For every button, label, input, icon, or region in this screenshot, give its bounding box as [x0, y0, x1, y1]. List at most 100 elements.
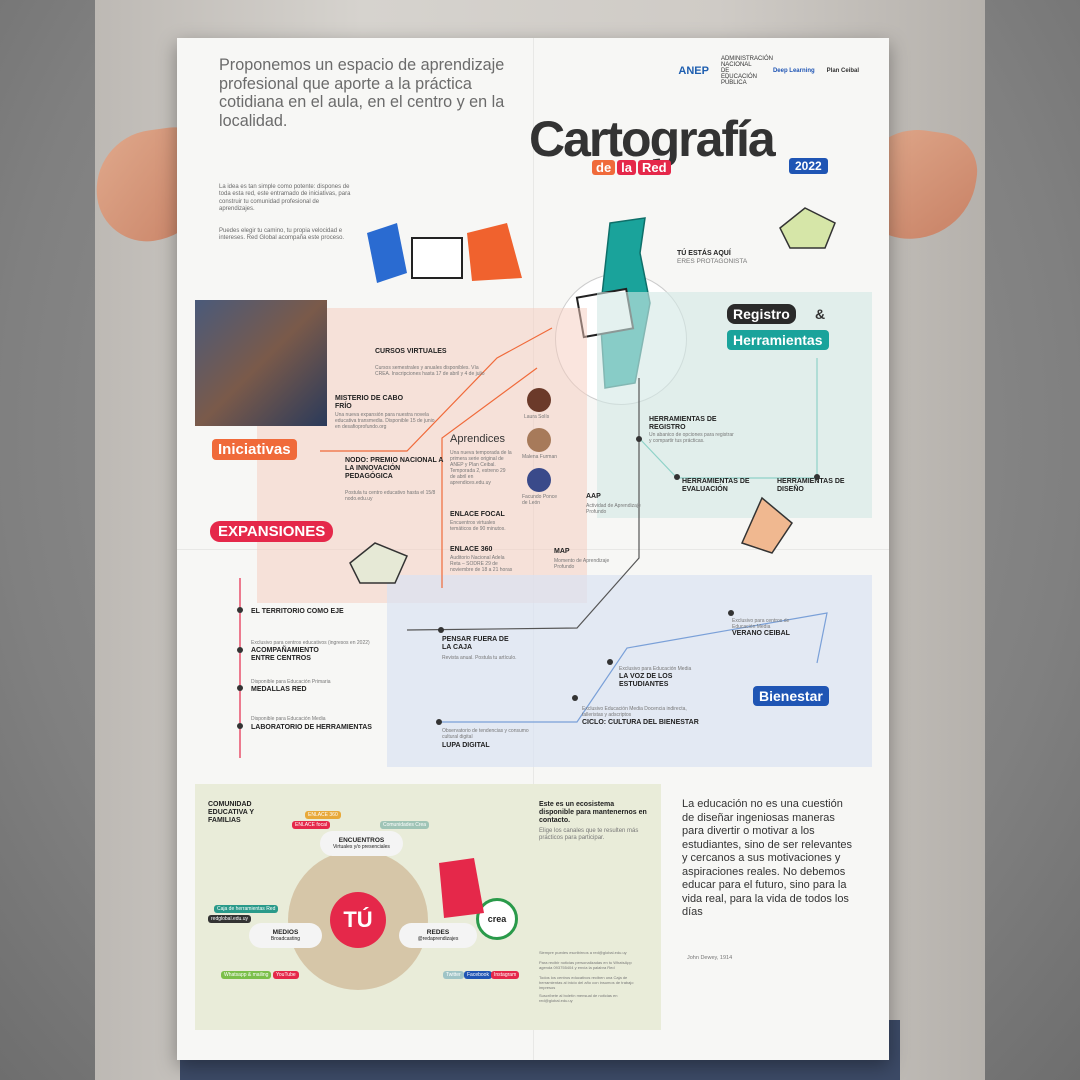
- medallas-pre: Disponible para Educación Primaria: [251, 679, 331, 685]
- nodo-title: NODO: PREMIO NACIONAL A LA INNOVACIÓN PE…: [345, 457, 444, 480]
- here-subtitle: ERES PROTAGONISTA: [677, 258, 748, 265]
- tag-la: la: [617, 160, 637, 175]
- aprendices-desc: Una nueva temporada de la primera serie …: [450, 450, 512, 486]
- aap-desc: Actividad de Aprendizaje Profundo: [586, 503, 641, 515]
- misterio-desc: Una nueva expansión para nuestra novela …: [335, 412, 435, 430]
- enlace-360-desc: Auditorio Nacional Adela Reta – SODRE 29…: [450, 555, 513, 573]
- anep-label: ANEP: [678, 65, 709, 77]
- chip-enlace360: ENLACE 360: [305, 811, 341, 819]
- lupa-pre: Observatorio de tendencias y consumo cul…: [442, 728, 529, 740]
- laboratorio-title: LABORATORIO DE HERRAMIENTAS: [251, 724, 372, 731]
- intro-paragraph-1: La idea es tan simple como potente: disp…: [219, 184, 351, 212]
- redes-label: REDES: [426, 929, 450, 936]
- anep-logo: ANEP: [678, 65, 709, 77]
- quote-author: John Dewey, 1914: [687, 955, 733, 961]
- orange-route: [320, 327, 553, 452]
- chip-comunidades: Comunidades Crea: [380, 821, 430, 829]
- redes-bubble: REDES @redaprendizajes: [399, 923, 477, 948]
- community-heading: COMUNIDAD EDUCATIVA Y FAMILIAS: [208, 801, 254, 824]
- de-la-red-tags: de la Red: [592, 160, 671, 175]
- tag-de: de: [592, 160, 616, 175]
- voz-title: LA VOZ DE LOS ESTUDIANTES: [619, 673, 673, 688]
- anep-subtitle: ADMINISTRACIÓN NACIONAL DE EDUCACIÓN PÚB…: [720, 56, 773, 86]
- ceibal-logo: Plan Ceibal: [826, 68, 859, 74]
- cursos-desc: Cursos semestrales y anuales disponibles…: [375, 365, 485, 377]
- cursos-title: CURSOS VIRTUALES: [375, 348, 447, 355]
- teal-route: [638, 358, 818, 479]
- acompanamiento-pre: Exclusivo para centros educativos (ingre…: [251, 640, 370, 646]
- territorio-node: [237, 607, 243, 613]
- medios-bubble: MEDIOS Broadcasting: [249, 923, 322, 948]
- redes-sub: @redaprendizajes: [417, 936, 459, 942]
- acompanamiento-node: [237, 647, 243, 653]
- nodo-desc: Postula tu centro educativo hasta el 15/…: [345, 490, 436, 502]
- chip-redglobal: redglobal.edu.uy: [208, 915, 251, 923]
- pensar-node: [438, 627, 444, 633]
- evaluacion-title: HERRAMIENTAS DE EVALUACIÓN: [682, 478, 750, 493]
- iniciativas-pill: Iniciativas: [212, 439, 297, 460]
- verano-node: [728, 610, 734, 616]
- encuentros-bubble: ENCUENTROS Virtuales y/o presenciales: [320, 831, 403, 856]
- intro-headline: Proponemos un espacio de aprendizaje pro…: [219, 56, 505, 130]
- map-desc: Momento de Aprendizaje Profundo: [554, 558, 610, 570]
- mascots-illustration: [367, 223, 522, 283]
- evaluacion-node: [674, 474, 680, 480]
- registro-region: [597, 292, 872, 518]
- aprendices-title: Aprendices: [450, 433, 506, 445]
- medios-sub: Broadcasting: [270, 936, 301, 942]
- map-title: MAP: [554, 548, 570, 555]
- tu-center: TÚ: [330, 892, 386, 948]
- registro-title: HERRAMIENTAS DE REGISTRO: [649, 416, 717, 431]
- ampersand: &: [815, 306, 826, 322]
- ecosystem-fine-1: Siempre puedes escribirnos a red@global.…: [539, 950, 627, 955]
- ciclo-title: CICLO: CULTURA DEL BIENESTAR: [582, 719, 699, 726]
- registro-node: [636, 436, 642, 442]
- blue-mascot: [367, 223, 407, 283]
- ecosystem-fine-3: Todos los centros educativos reciben una…: [539, 975, 634, 990]
- medallas-node: [237, 685, 243, 691]
- enlace-focal-title: ENLACE FOCAL: [450, 511, 505, 518]
- here-title: TÚ ESTÁS AQUÍ: [677, 250, 731, 257]
- box-shape: [411, 237, 463, 279]
- encuentros-label: ENCUENTROS: [338, 837, 385, 844]
- 3d-shape-middle-right: [740, 496, 793, 554]
- aap-title: AAP: [586, 493, 601, 500]
- intro-paragraph-2: Puedes elegir tu camino, tu propia veloc…: [219, 228, 345, 242]
- enlace-360-title: ENLACE 360: [450, 546, 493, 553]
- person-facundo: Facundo Ponce de León: [522, 494, 558, 506]
- laboratorio-pre: Disponible para Educación Media: [251, 716, 326, 722]
- students-illustration: [195, 300, 327, 426]
- ecosystem-fine-2: Para recibir noticias personalizadas en …: [539, 960, 632, 970]
- tag-red: Red: [638, 160, 671, 175]
- lupa-node: [436, 719, 442, 725]
- pensar-desc: Revista anual. Postula tu artículo.: [442, 655, 517, 661]
- voz-pre: Exclusivo para Educación Media: [619, 666, 692, 672]
- chip-caja: Caja de herramientas Red: [214, 905, 279, 913]
- chip-whatsapp: Whatsapp & mailing: [221, 971, 272, 979]
- acompanamiento-title: ACOMPAÑAMIENTO ENTRE CENTROS: [251, 647, 319, 662]
- 3d-shape-top-right: [779, 207, 836, 249]
- chip-youtube: YouTube: [273, 971, 299, 979]
- chip-instagram: Instagram: [491, 971, 520, 979]
- registro-desc: Un abanico de opciones para registrar y …: [649, 432, 734, 444]
- misterio-title: MISTERIO DE CABO FRÍO: [335, 395, 404, 410]
- blue-route: [439, 612, 828, 723]
- voz-node: [607, 659, 613, 665]
- poster: Proponemos un espacio de aprendizaje pro…: [177, 38, 889, 1060]
- registro-pill: Registro: [727, 304, 796, 324]
- poster-title: Cartografía: [529, 111, 776, 167]
- orange-route-2: [441, 367, 538, 588]
- bienestar-pill: Bienestar: [753, 686, 829, 706]
- avatar-laura: [527, 388, 551, 412]
- encuentros-sub: Virtuales y/o presenciales: [333, 844, 390, 850]
- chip-twitter: Twitter: [443, 971, 464, 979]
- chip-enlacefocal: ENLACE focal: [292, 821, 330, 829]
- avatar-malena: [527, 428, 551, 452]
- territorio-title: EL TERRITORIO COMO EJE: [251, 608, 344, 615]
- ecosystem-title: Este es un ecosistema disponible para ma…: [539, 801, 647, 824]
- ecosystem-text: Elige los canales que te resulten más pr…: [539, 828, 639, 841]
- enlace-focal-desc: Encuentros virtuales temáticos de 90 min…: [450, 520, 506, 532]
- ciclo-pre: Exclusivo Educación Media Docencia indir…: [582, 706, 687, 718]
- herramientas-pill: Herramientas: [727, 330, 829, 350]
- verano-pre: Exclusivo para centros de Educación Medi…: [732, 618, 790, 630]
